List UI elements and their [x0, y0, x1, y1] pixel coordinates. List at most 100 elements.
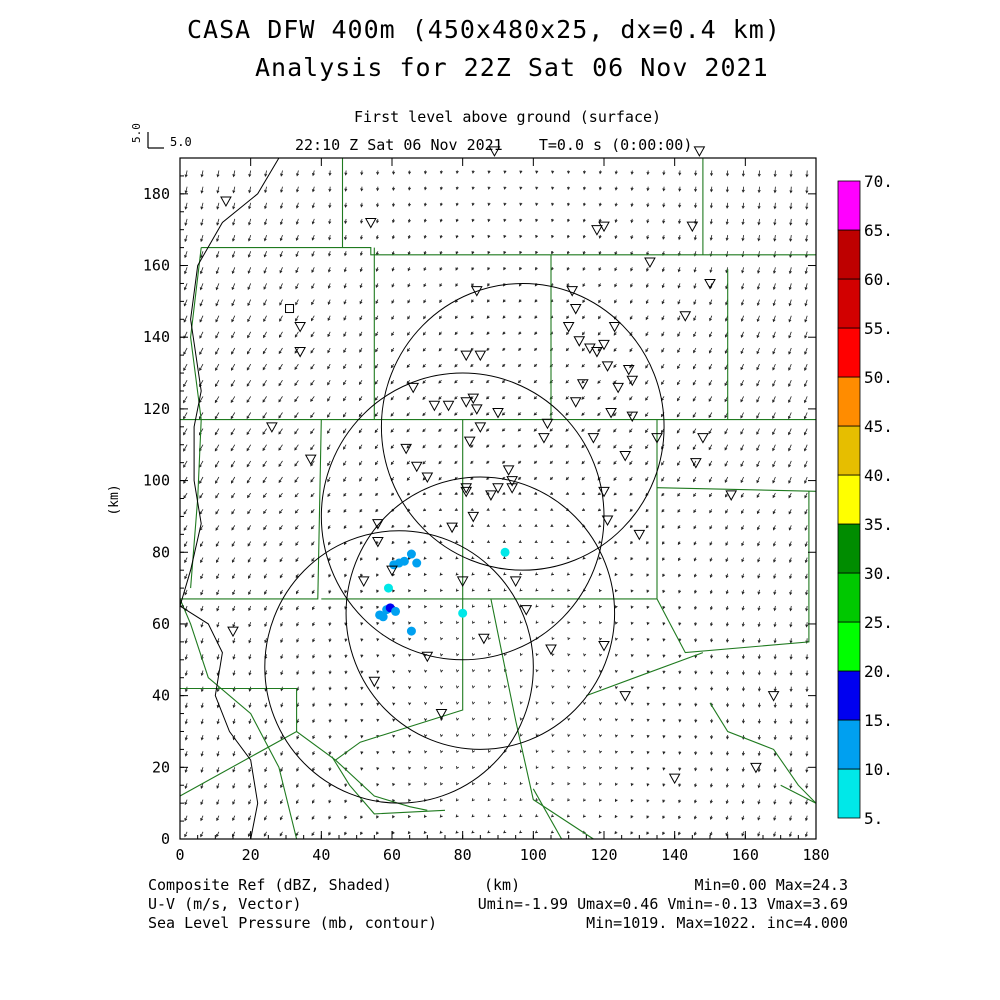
radar-ring-1: [264, 530, 534, 804]
y-tick-label-140: 140: [143, 328, 170, 346]
station-marker-10: [569, 304, 582, 315]
footer-line1-right: Min=0.00 Max=24.3: [694, 876, 848, 894]
station-marker-70: [520, 605, 533, 616]
colorbar-label-2: 15.: [864, 711, 893, 730]
colorbar-label-7: 40.: [864, 466, 893, 485]
colorbar-label-9: 50.: [864, 368, 893, 387]
colorbar-swatch-8: [837, 376, 861, 427]
station-marker-71: [227, 626, 239, 638]
station-marker-25: [622, 364, 635, 376]
county-boundary-1: [201, 247, 816, 256]
station-marker-53: [460, 486, 473, 498]
colorbar-label-10: 55.: [864, 319, 893, 338]
colorbar-label-6: 35.: [864, 515, 893, 534]
station-marker-2: [488, 146, 501, 157]
footer-line3-right: Min=1019. Max=1022. inc=4.000: [586, 914, 848, 932]
vector-scale-label: 5.0: [170, 135, 192, 149]
x-tick-label-80: 80: [454, 846, 472, 864]
county-boundary-22: [179, 598, 298, 840]
colorbar-swatch-0: [837, 768, 861, 819]
colorbar: 5. 10. 15. 20. 25. 30. 35. 40. 45. 50. 55. 60. 65. 70…: [837, 172, 893, 828]
station-marker-35: [541, 418, 554, 430]
echo-3: [412, 558, 422, 568]
station-marker-76: [368, 676, 381, 688]
station-square-0: [285, 304, 295, 314]
county-boundary-10: [656, 487, 817, 492]
station-marker-1: [364, 218, 377, 229]
pressure-contour-line: [179, 157, 280, 840]
station-marker-26: [626, 375, 639, 387]
station-marker-27: [407, 382, 420, 394]
station-marker-57: [598, 486, 610, 498]
x-tick-label-180: 180: [802, 846, 829, 864]
station-marker-29: [442, 400, 455, 412]
station-marker-73: [545, 644, 557, 656]
station-marker-64: [372, 537, 384, 548]
station-marker-46: [400, 443, 412, 455]
county-boundary-11: [656, 491, 810, 654]
reflectivity-echoes: [375, 547, 510, 636]
colorbar-swatch-3: [837, 621, 861, 672]
station-marker-37: [626, 411, 639, 423]
colorbar-swatch-7: [837, 425, 861, 476]
station-marker-6: [686, 221, 699, 233]
echo-5: [383, 583, 393, 593]
station-marker-16: [294, 321, 306, 333]
county-boundary-14: [180, 687, 298, 732]
colorbar-swatch-11: [837, 229, 861, 280]
station-marker-58: [690, 458, 702, 469]
station-marker-15: [679, 311, 692, 322]
colorbar-swatch-4: [837, 572, 861, 623]
station-marker-45: [304, 454, 317, 466]
plot-area: [179, 146, 817, 840]
echo-10: [375, 610, 385, 620]
station-marker-8: [470, 286, 483, 297]
station-marker-51: [492, 483, 504, 494]
station-marker-81: [750, 762, 762, 774]
y-tick-label-100: 100: [143, 472, 170, 490]
station-marker-77: [619, 691, 632, 702]
station-marker-67: [456, 576, 469, 587]
pressure-contour: [179, 157, 280, 840]
station-marker-41: [587, 433, 600, 444]
radar-ring-3: [380, 282, 665, 571]
colorbar-swatch-9: [837, 327, 861, 378]
station-marker-28: [428, 400, 441, 412]
x-tick-label-140: 140: [661, 846, 688, 864]
station-marker-79: [435, 709, 448, 720]
station-marker-49: [506, 476, 518, 487]
station-marker-5: [644, 257, 656, 268]
station-marker-42: [651, 433, 663, 444]
station-marker-48: [502, 465, 515, 476]
station-marker-65: [446, 522, 458, 534]
colorbar-swatch-5: [837, 523, 861, 574]
colorbar-swatch-6: [837, 474, 861, 525]
station-marker-0: [220, 196, 232, 208]
station-marker-72: [478, 633, 490, 645]
colorbar-swatch-2: [837, 670, 861, 721]
station-marker-44: [266, 422, 278, 433]
x-tick-label-0: 0: [175, 846, 184, 864]
title-line-1: CASA DFW 400m (450x480x25, dx=0.4 km): [187, 15, 781, 44]
station-marker-52: [485, 490, 497, 501]
echo-2: [406, 549, 416, 559]
footer-line2-left: U-V (m/s, Vector): [148, 895, 302, 913]
x-tick-label-120: 120: [590, 846, 617, 864]
station-marker-82: [693, 146, 706, 157]
station-marker-61: [601, 515, 614, 527]
footer-line1-left: Composite Ref (dBZ, Shaded): [148, 876, 392, 894]
colorbar-label-3: 20.: [864, 662, 893, 681]
colorbar-label-4: 25.: [864, 613, 893, 632]
station-marker-4: [598, 221, 610, 233]
station-marker-39: [463, 436, 476, 448]
y-axis-label: (km): [107, 484, 122, 515]
x-tick-label-20: 20: [242, 846, 260, 864]
x-tick-label-60: 60: [383, 846, 401, 864]
station-marker-75: [421, 651, 434, 663]
colorbar-label-12: 65.: [864, 221, 893, 240]
station-marker-47: [410, 461, 423, 473]
station-marker-78: [767, 691, 780, 702]
county-boundary-18: [331, 756, 446, 815]
station-marker-36: [605, 407, 617, 419]
